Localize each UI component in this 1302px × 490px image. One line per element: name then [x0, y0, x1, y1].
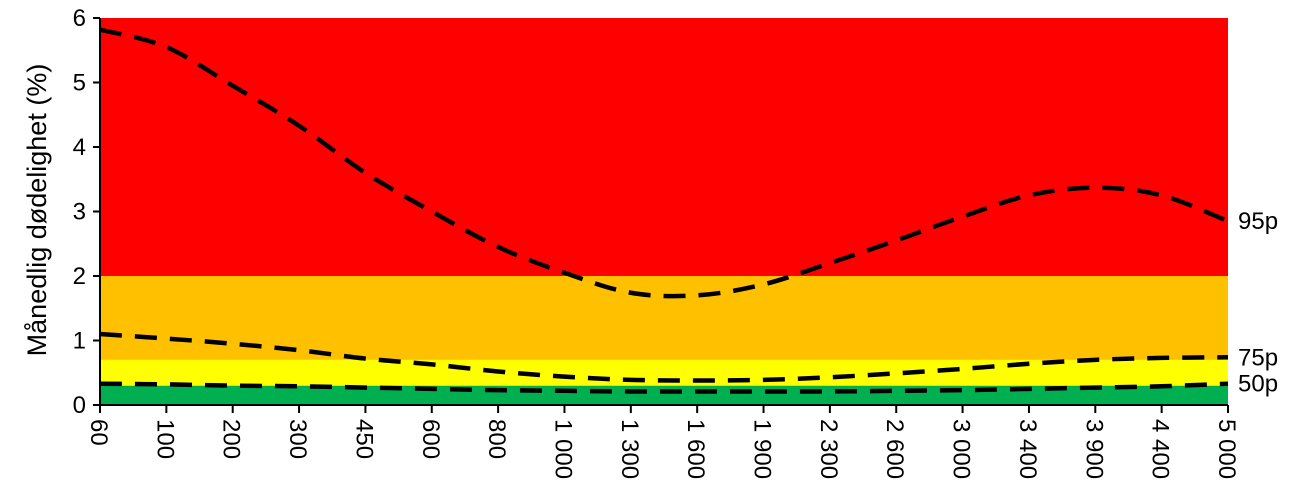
x-axis-ticks: 60 100 200 300 450 600 800 1 000 1 300 1 600 1 900…	[85, 405, 1240, 479]
y-axis-ticks: 0 1 2 3 4 5 6	[73, 5, 100, 419]
series-label-50p: 50p	[1238, 371, 1278, 398]
series-label-75p: 75p	[1238, 344, 1278, 371]
y-tick-label: 3	[73, 199, 86, 226]
x-tick-label: 5 000	[1213, 419, 1240, 479]
y-tick-label: 1	[73, 328, 86, 355]
x-tick-label: 3 900	[1080, 419, 1107, 479]
series-line-50p	[99, 381, 1229, 394]
x-tick-label: 450	[350, 419, 377, 459]
y-tick-label: 2	[73, 263, 86, 290]
x-tick-label: 3 400	[1014, 419, 1041, 479]
series-lines	[99, 27, 1229, 394]
y-tick-label: 4	[73, 134, 86, 161]
x-tick-label: 4 400	[1147, 419, 1174, 479]
series-label-95p: 95p	[1238, 208, 1278, 235]
band-2	[100, 276, 1228, 360]
x-tick-label: 2 600	[881, 419, 908, 479]
x-tick-label: 1 000	[549, 419, 576, 479]
x-tick-label: 600	[417, 419, 444, 459]
x-tick-label: 1 900	[749, 419, 776, 479]
x-tick-label: 1 300	[616, 419, 643, 479]
x-tick-label: 2 300	[815, 419, 842, 479]
y-tick-label: 6	[73, 5, 86, 32]
y-tick-label: 0	[73, 392, 86, 419]
x-tick-label: 300	[284, 419, 311, 459]
background-bands	[100, 18, 1228, 405]
band-3	[100, 18, 1228, 276]
x-tick-label: 200	[218, 419, 245, 459]
x-tick-label: 60	[85, 419, 112, 446]
x-tick-label: 1 600	[682, 419, 709, 479]
x-tick-label: 100	[151, 419, 178, 459]
x-tick-label: 800	[483, 419, 510, 459]
series-line-95p	[99, 27, 1229, 299]
x-tick-label: 3 000	[948, 419, 975, 479]
y-axis-title: Månedlig dødelighet (%)	[22, 64, 52, 357]
series-line-75p	[99, 331, 1229, 383]
y-tick-label: 5	[73, 70, 86, 97]
